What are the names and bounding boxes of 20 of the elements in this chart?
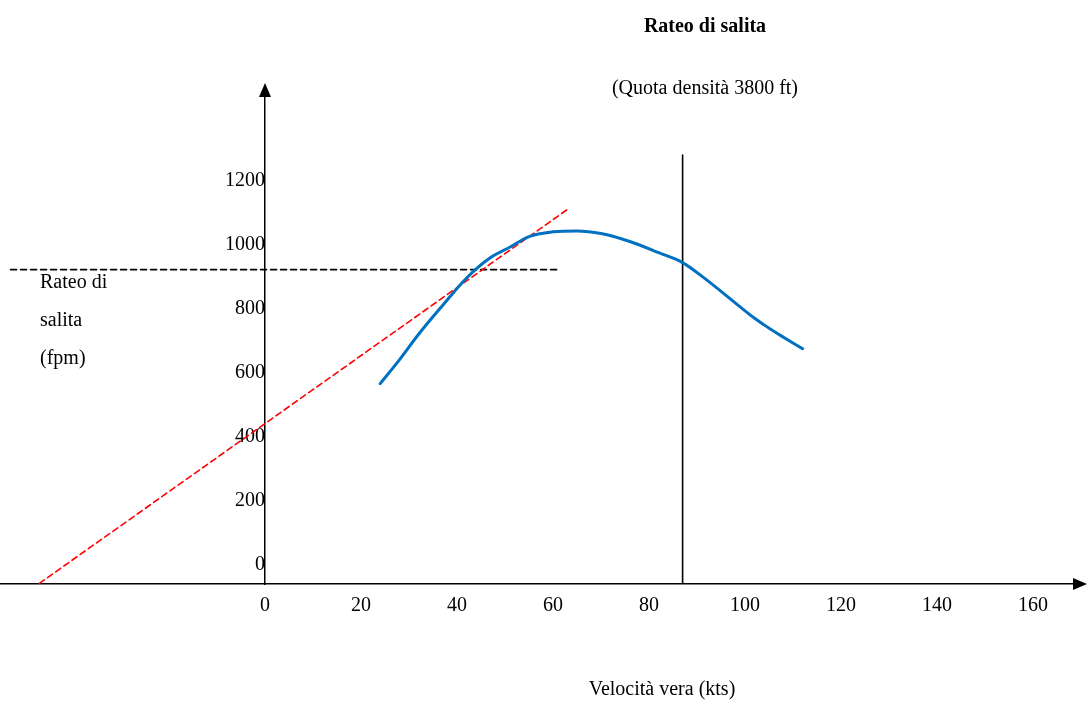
y-tick-label: 400 <box>235 423 265 446</box>
y-tick-label: 1200 <box>225 167 265 190</box>
x-tick-label: 80 <box>639 593 659 616</box>
y-axis-title: Rateo di salita (fpm) <box>40 269 109 371</box>
x-tick-label: 120 <box>826 593 856 616</box>
y-tick-label: 600 <box>235 359 265 382</box>
y-tick-label: 800 <box>235 295 265 318</box>
x-tick-label: 40 <box>447 593 467 616</box>
chart-subtitle: (Quota densità 3800 ft) <box>611 76 799 99</box>
line-series <box>378 229 805 386</box>
y-tick-label: 200 <box>235 488 265 511</box>
y-tick-label: 1000 <box>225 231 265 254</box>
x-tick-label: 100 <box>730 593 760 616</box>
chart-title: Rateo di salita <box>643 14 767 37</box>
y-tick-label: 0 <box>255 552 265 575</box>
x-tick-label: 60 <box>543 593 563 616</box>
x-tick-label: 20 <box>351 593 371 616</box>
x-tick-label: 160 <box>1018 593 1048 616</box>
x-axis-title: Velocità vera (kts) <box>588 677 736 700</box>
x-tick-label: 140 <box>922 593 952 616</box>
